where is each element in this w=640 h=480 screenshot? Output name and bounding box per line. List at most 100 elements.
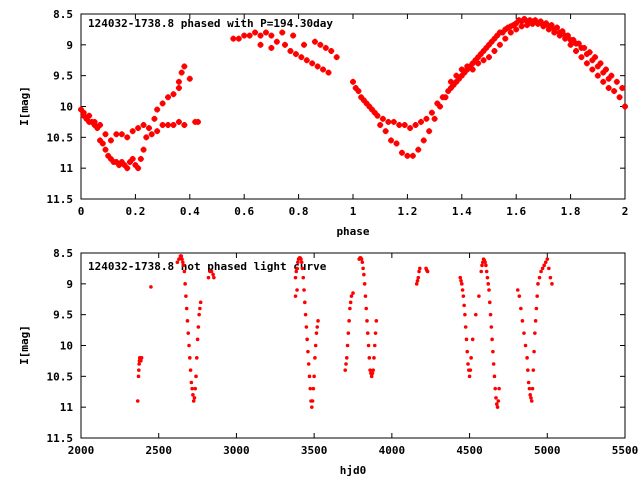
data-point (80, 109, 87, 116)
data-point (293, 275, 298, 280)
data-point (306, 349, 310, 354)
data-point (420, 137, 427, 144)
x-tick-label: 1.2 (397, 205, 417, 218)
data-point (86, 112, 93, 119)
axis-ticks: 2000 2500 3000 3500 4000 4500 5000 5500 8.5 9 9.5 1… (47, 247, 639, 457)
data-point (91, 118, 98, 125)
data-point (600, 69, 607, 76)
data-point (537, 275, 542, 280)
data-point (135, 399, 140, 403)
data-point (102, 146, 109, 153)
data-point (412, 122, 419, 128)
data-point (268, 44, 275, 51)
data-point (567, 36, 574, 43)
data-point (230, 35, 237, 42)
y-tick-label: 9 (66, 39, 73, 52)
data-point (333, 54, 340, 61)
data-point (154, 106, 161, 113)
data-point (175, 78, 182, 85)
data-point (458, 66, 465, 73)
data-point (149, 285, 153, 289)
data-point (257, 41, 264, 48)
data-point (589, 57, 596, 64)
x-tick-label: 0.8 (289, 205, 309, 218)
data-point (315, 325, 320, 329)
data-point (458, 275, 463, 280)
data-point (194, 374, 198, 379)
x-tick-label: 3000 (223, 444, 250, 457)
data-point (170, 91, 177, 98)
data-point (159, 100, 166, 107)
data-point (377, 122, 384, 128)
data-point (252, 29, 259, 36)
data-point (531, 368, 536, 372)
data-point (97, 122, 104, 128)
x-tick-label: 2500 (145, 444, 172, 457)
data-point (197, 312, 201, 317)
data-point (118, 131, 125, 138)
data-point (460, 288, 465, 292)
data-point (307, 374, 312, 379)
data-points (135, 254, 554, 409)
plot-frame (80, 252, 626, 439)
data-point (611, 88, 618, 95)
x-tick-label: 4500 (456, 444, 483, 457)
data-point (540, 266, 545, 271)
data-point (513, 26, 520, 33)
y-axis-label: I[mag] (18, 325, 31, 365)
data-point (257, 32, 264, 39)
data-point (385, 118, 392, 125)
data-point (382, 128, 389, 135)
data-point (369, 374, 374, 379)
data-point (415, 146, 422, 153)
data-point (507, 29, 514, 36)
data-point (148, 131, 155, 138)
data-point (390, 118, 397, 125)
data-point (487, 300, 492, 305)
data-point (465, 349, 470, 354)
data-point (533, 319, 538, 323)
data-point (491, 48, 498, 54)
data-point (364, 306, 369, 311)
data-point (328, 48, 335, 54)
data-point (480, 57, 487, 64)
x-tick-label: 4000 (379, 444, 406, 457)
data-point (139, 359, 143, 363)
data-point (348, 306, 352, 311)
data-point (417, 269, 421, 274)
data-point (310, 405, 314, 409)
data-point (542, 263, 546, 268)
data-point (423, 115, 430, 122)
data-point (540, 22, 547, 29)
data-point (484, 269, 489, 274)
x-tick-label: 3500 (301, 444, 328, 457)
data-point (184, 306, 189, 311)
data-point (401, 122, 408, 128)
data-point (524, 22, 531, 29)
data-point (192, 396, 197, 400)
data-point (352, 85, 359, 91)
data-point (195, 337, 200, 342)
y-axis-label: I[mag] (18, 86, 31, 126)
data-point (459, 278, 463, 283)
data-point (515, 17, 522, 24)
data-point (492, 374, 497, 379)
data-point (129, 155, 136, 162)
data-point (154, 128, 161, 135)
data-point (194, 118, 201, 125)
data-point (485, 275, 490, 280)
chart-title: 124032-1738.8 phased with P=194.30day (88, 17, 333, 30)
data-point (182, 269, 187, 274)
data-point (551, 26, 558, 33)
unphased-light-curve-panel: 124032-1738.8 not phased light curve hjd… (18, 247, 638, 477)
data-point (365, 319, 369, 323)
y-tick-label: 11 (60, 401, 74, 414)
data-point (309, 60, 316, 67)
data-point (314, 331, 319, 335)
data-point (347, 319, 351, 323)
data-point (124, 165, 131, 172)
data-point (273, 38, 280, 45)
data-point (304, 325, 309, 329)
x-tick-label: 0 (78, 205, 85, 218)
data-point (209, 269, 214, 274)
